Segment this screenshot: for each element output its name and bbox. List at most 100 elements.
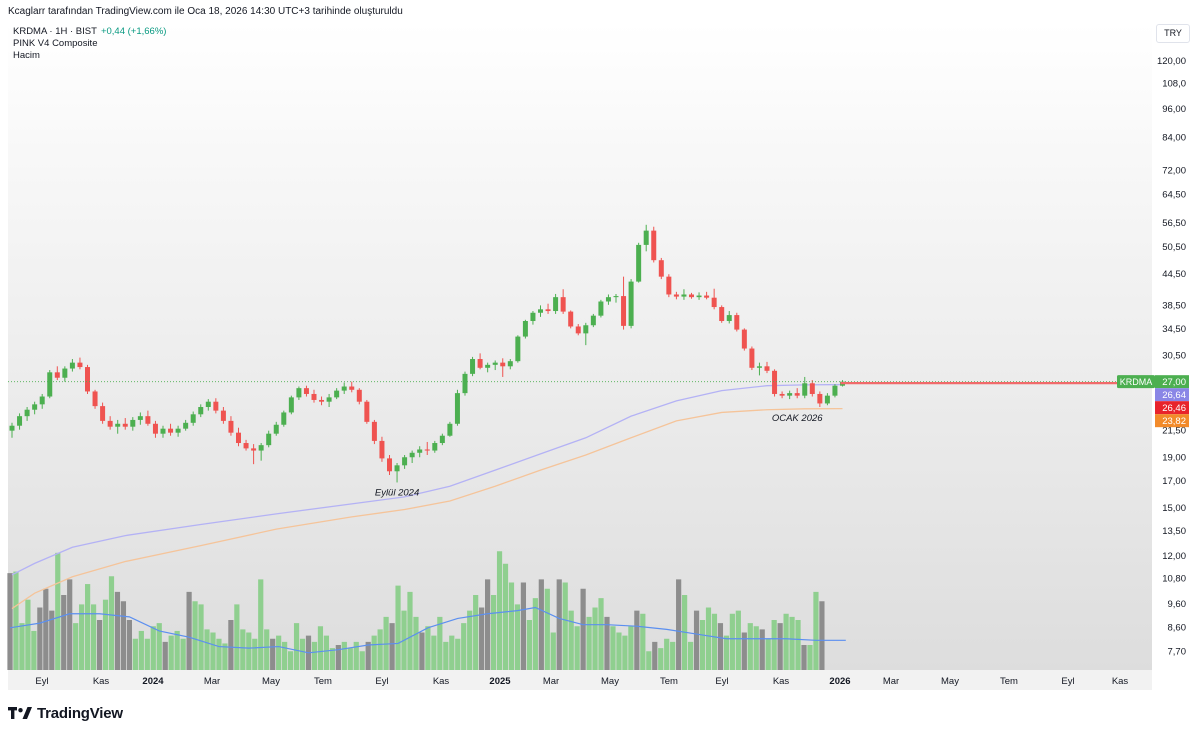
candle [794, 388, 800, 399]
candle [522, 319, 528, 339]
candle [228, 416, 234, 436]
candle [341, 382, 347, 394]
time-axis-tick: May [941, 676, 959, 687]
volume-bar [628, 626, 634, 670]
volume-bar [67, 579, 73, 670]
candle [417, 446, 423, 458]
volume-bar [437, 616, 443, 670]
price-axis-tick: 64,50 [1162, 189, 1186, 200]
legend-symbol[interactable]: KRDMA · 1H · BIST [13, 26, 97, 37]
volume-bar [389, 623, 395, 670]
candle [741, 328, 747, 351]
candle [145, 410, 151, 426]
candle [281, 410, 287, 427]
volume-bar [126, 620, 132, 670]
volume-bar [186, 591, 192, 670]
price-chart[interactable]: Eylül 2024 OCAK 2026 120,00 108,0 96,00 84,0… [0, 0, 1200, 690]
chart-background [8, 22, 1152, 690]
volume-bar [664, 638, 670, 670]
volume-bar [586, 616, 592, 670]
chart-legend[interactable]: KRDMA · 1H · BIST +0,44 (+1,66%) PINK V4 … [13, 26, 166, 62]
candle [621, 276, 627, 330]
time-axis-tick: Eyl [715, 676, 728, 687]
volume-bar [96, 620, 103, 670]
legend-symbol-row[interactable]: KRDMA · 1H · BIST +0,44 (+1,66%) [13, 26, 166, 38]
volume-bar [359, 651, 365, 670]
candle [296, 386, 302, 400]
volume-bar [765, 638, 771, 670]
svg-text:26,64: 26,64 [1162, 390, 1186, 401]
volume-bar [819, 601, 825, 670]
volume-bar [747, 623, 753, 670]
overlays: Eylül 2024 OCAK 2026 [8, 381, 1152, 499]
candle [787, 390, 793, 400]
candle [454, 389, 460, 426]
volume-bar [610, 626, 616, 670]
volume-bar [365, 641, 371, 670]
candle [568, 310, 574, 329]
volume-bar [270, 638, 276, 670]
volume-bar [705, 607, 712, 670]
volume-bar [90, 604, 97, 670]
time-axis-tick: Eyl [1061, 676, 1074, 687]
volume-bar [413, 616, 419, 670]
volume-bar [341, 641, 347, 670]
candle [273, 421, 279, 436]
candle [719, 305, 725, 323]
price-axis-tick: 30,50 [1162, 350, 1186, 361]
volume-bar [598, 598, 604, 670]
svg-text:26,46: 26,46 [1162, 403, 1186, 414]
volume-bar [508, 582, 515, 670]
volume-bar [419, 632, 425, 670]
volume-bar [383, 616, 389, 670]
symbol-price-tag[interactable]: KRDMA [1117, 375, 1155, 389]
volume-bar [813, 591, 819, 670]
candle [220, 407, 226, 424]
candle [515, 335, 521, 363]
time-axis[interactable]: Eyl Kas 2024 Mar May Tem Eyl Kas 2025 Mar May Tem Ey… [35, 676, 1128, 687]
volume-bar [198, 604, 204, 670]
candle [432, 440, 438, 453]
candle [462, 371, 468, 396]
chart-annotation: Eylül 2024 [375, 488, 419, 499]
currency-button[interactable]: TRY [1156, 24, 1190, 43]
price-axis-tick: 17,00 [1162, 476, 1186, 487]
volume-bar [85, 584, 91, 670]
price-axis[interactable]: 120,00 108,0 96,00 84,00 72,00 64,50 56,50 50,5… [1117, 56, 1189, 658]
candle [613, 293, 619, 303]
candle [387, 455, 392, 475]
volume-bar [252, 638, 258, 670]
candle [726, 311, 732, 324]
brand-logo[interactable]: TradingView [8, 703, 123, 723]
candle [538, 305, 543, 317]
candle [205, 399, 211, 411]
legend-volume[interactable]: Hacim [13, 50, 40, 61]
tradingview-logo-icon [8, 707, 32, 719]
volume-bar [670, 641, 676, 670]
price-axis-tick: 15,00 [1162, 503, 1186, 514]
candle [288, 395, 294, 415]
candle [696, 292, 702, 300]
axis-price-tag: 26,64 [1155, 388, 1189, 402]
candle [100, 402, 106, 424]
time-axis-tick: Kas [1112, 676, 1129, 687]
candle [651, 226, 657, 263]
candle [470, 356, 476, 377]
volume-bar [407, 591, 413, 670]
volume-bar [353, 641, 359, 670]
candle [681, 289, 687, 300]
legend-indicator[interactable]: PINK V4 Composite [13, 38, 98, 49]
price-axis-background [1152, 22, 1192, 690]
candle [485, 362, 491, 373]
candle [130, 417, 136, 431]
volume-bar [216, 638, 222, 670]
volume-bar [550, 632, 556, 670]
volume-bar [25, 599, 31, 670]
volume-bar [735, 610, 741, 670]
candle [175, 425, 181, 437]
time-axis-tick: Kas [93, 676, 110, 687]
candle [447, 421, 453, 437]
volume-bar [156, 623, 162, 670]
candle [137, 412, 143, 425]
volume-bar [299, 638, 306, 670]
